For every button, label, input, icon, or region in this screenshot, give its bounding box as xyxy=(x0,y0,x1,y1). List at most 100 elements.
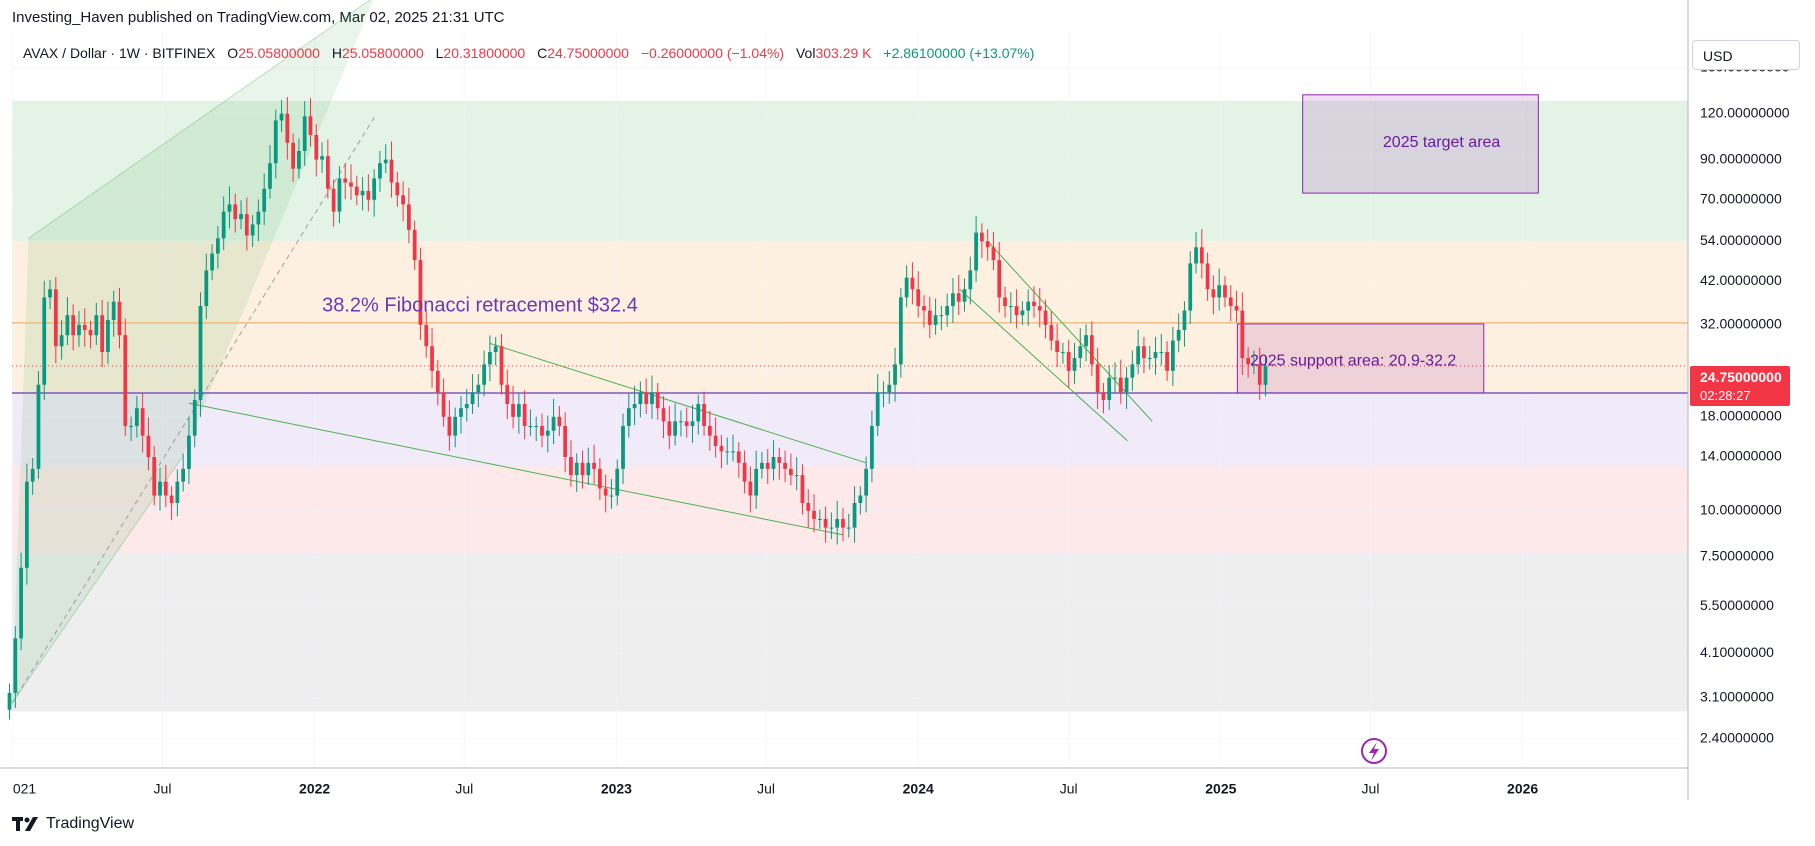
candle-body xyxy=(297,150,301,169)
candle-2023-09-04 xyxy=(817,509,822,529)
candle-body xyxy=(53,289,58,347)
candle-2023-04-17 xyxy=(702,391,706,436)
candle-body xyxy=(77,324,81,336)
candle-body xyxy=(1147,358,1152,360)
channel-fill xyxy=(12,0,374,704)
candle-body xyxy=(904,277,909,298)
candle-body xyxy=(360,190,365,196)
candle-body xyxy=(25,481,29,568)
candle-body xyxy=(684,421,689,426)
candle-2024-06-24 xyxy=(1061,342,1065,364)
candle-body xyxy=(933,315,938,325)
candle-2021-05-03 xyxy=(111,290,116,337)
candle-body xyxy=(181,468,186,482)
candle-2022-05-23 xyxy=(430,328,434,388)
x-tick-2: 2022 xyxy=(299,781,330,797)
candle-2022-05-16 xyxy=(424,309,429,358)
candle-body xyxy=(574,462,579,476)
candle-2023-01-23 xyxy=(632,385,637,426)
candle-body xyxy=(545,430,550,436)
candle-2021-04-12 xyxy=(94,302,99,346)
x-tick-7: Jul xyxy=(1060,781,1078,797)
candle-2023-07-03 xyxy=(765,449,770,484)
candle-2025-02-03 xyxy=(1246,347,1251,378)
candle-body xyxy=(1205,263,1210,290)
candle-body xyxy=(870,425,874,469)
x-axis-ticks: 021 Jul 2022 Jul 2023 Jul 2024 Jul 2025 Jul 2026 xyxy=(13,781,1539,797)
candle-body xyxy=(1252,364,1256,366)
candle-2021-06-28 xyxy=(158,467,162,511)
candle-2023-05-01 xyxy=(713,417,718,458)
candle-body xyxy=(499,346,504,385)
candle-body xyxy=(464,404,469,409)
candle-2021-11-01 xyxy=(262,173,267,225)
candle-2022-03-21 xyxy=(378,150,382,192)
candle-2023-02-13 xyxy=(650,375,654,420)
candle-body xyxy=(1095,364,1100,393)
candle-2021-08-09 xyxy=(192,389,197,448)
candle-2021-03-29 xyxy=(82,308,87,347)
annotation-0: 38.2% Fibonacci retracement $32.4 xyxy=(322,294,638,316)
candle-2022-02-28 xyxy=(360,177,365,211)
candle-body xyxy=(1037,306,1042,311)
lightning-icon[interactable] xyxy=(1361,738,1387,764)
candle-2022-08-15 xyxy=(499,333,504,395)
currency-selector[interactable]: USD xyxy=(1692,40,1800,70)
candle-2022-07-25 xyxy=(482,350,487,397)
candle-body xyxy=(1089,335,1094,365)
candle-body xyxy=(268,163,272,189)
candle-body xyxy=(430,346,434,371)
candle-body xyxy=(557,416,562,426)
y-tick-2: 90.00000000 xyxy=(1700,150,1782,166)
candle-2022-11-14 xyxy=(574,453,579,492)
candle-2022-11-28 xyxy=(586,447,591,486)
trendline-1 xyxy=(489,342,867,464)
candle-body xyxy=(864,468,869,496)
candle-2021-05-17 xyxy=(123,318,128,436)
y-tick-13: 4.10000000 xyxy=(1700,644,1774,660)
candle-body xyxy=(528,425,533,427)
candle-body xyxy=(742,462,747,482)
candle-body xyxy=(765,462,770,469)
candle-body xyxy=(916,289,921,307)
candle-2024-12-02 xyxy=(1194,232,1198,274)
candle-body xyxy=(320,156,324,160)
candle-body xyxy=(447,416,452,436)
candle-2021-10-04 xyxy=(239,200,243,230)
candle-2022-10-31 xyxy=(563,412,568,473)
candle-body xyxy=(59,335,64,347)
candle-body xyxy=(1170,340,1175,371)
candle-2024-09-02 xyxy=(1118,359,1123,404)
candle-2021-07-19 xyxy=(175,469,180,517)
legend-symbol[interactable]: AVAX / Dollar · 1W · BITFINEX xyxy=(23,45,216,61)
candle-body xyxy=(968,270,973,290)
y-tick-11: 7.50000000 xyxy=(1700,547,1774,563)
candle-body xyxy=(175,481,180,503)
candle-2022-03-28 xyxy=(383,144,388,174)
candle-body xyxy=(516,404,521,417)
candle-2022-09-19 xyxy=(528,409,533,436)
candle-2025-01-06 xyxy=(1223,275,1227,308)
candle-body xyxy=(1142,346,1146,359)
candle-2024-02-19 xyxy=(956,275,961,316)
fib-band-0 xyxy=(12,100,1688,242)
candle-body xyxy=(279,113,284,121)
candle-body xyxy=(1188,263,1193,311)
candle-2024-02-26 xyxy=(962,278,967,312)
candle-body xyxy=(291,142,296,169)
candle-body xyxy=(337,178,342,212)
annotation-2: 2025 support area: 20.9-32.2 xyxy=(1250,352,1456,369)
candle-2024-05-20 xyxy=(1032,286,1036,318)
candle-2024-01-29 xyxy=(939,305,944,331)
candle-2022-10-10 xyxy=(545,415,550,453)
candle-2024-08-26 xyxy=(1113,362,1117,393)
candle-2021-06-21 xyxy=(152,446,157,506)
brand[interactable]: TradingView xyxy=(12,815,134,833)
candle-2022-08-22 xyxy=(505,369,510,420)
candle-2021-07-12 xyxy=(169,486,174,520)
candle-body xyxy=(1113,377,1117,379)
candle-body xyxy=(760,462,764,469)
candle-body xyxy=(424,324,429,347)
candle-2022-12-19 xyxy=(603,474,608,513)
